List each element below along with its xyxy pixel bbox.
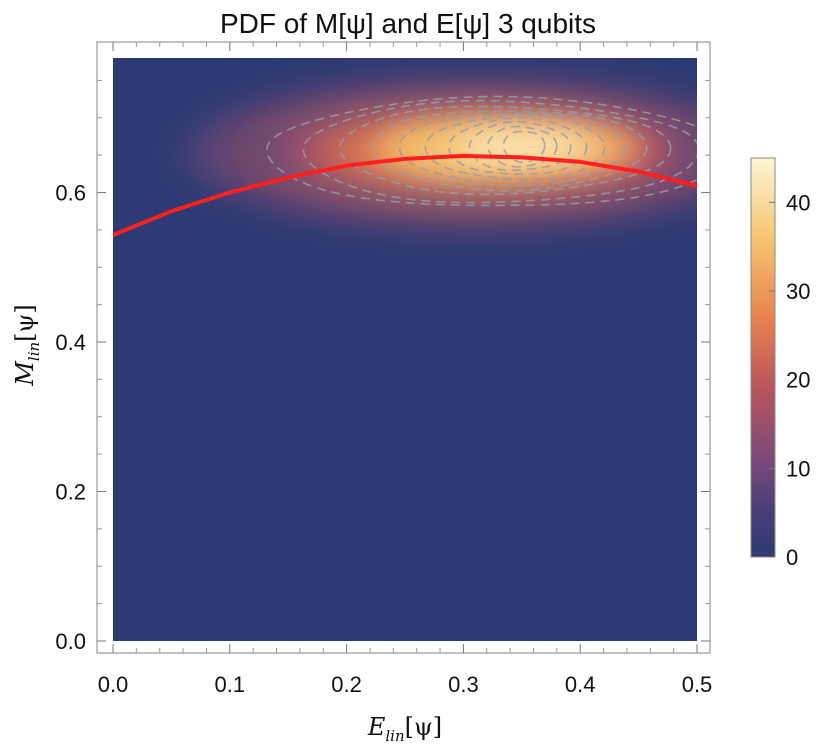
colorbar-tick-label: 0 — [786, 545, 798, 570]
x-axis-ticks: 0.0 0.1 0.2 0.3 0.4 0.5 — [98, 42, 713, 697]
y-tick-label: 0.2 — [55, 480, 86, 505]
contour-line — [369, 110, 648, 192]
density-layer — [113, 68, 697, 239]
contour-line — [265, 95, 697, 207]
contour-line — [302, 99, 697, 204]
y-axis-label: Mlin[ψ] — [11, 304, 43, 386]
y-axis-ticks: 0.0 0.2 0.4 0.6 — [55, 79, 710, 654]
chart-title: PDF of M[ψ] and E[ψ] 3 qubits — [220, 8, 596, 39]
x-tick-label: 0.3 — [448, 672, 479, 697]
y-tick-label: 0.6 — [55, 181, 86, 206]
x-axis-label: Elin[ψ] — [367, 713, 442, 745]
contour-line — [338, 105, 672, 196]
contour-line — [424, 114, 606, 181]
plot-frame — [96, 41, 711, 654]
colorbar-tick-label: 30 — [786, 279, 810, 304]
density-blobs — [156, 68, 697, 239]
contour-line — [447, 116, 588, 175]
y-tick-label: 0.4 — [55, 330, 86, 355]
x-tick-label: 0.5 — [682, 672, 713, 697]
x-tick-label: 0.1 — [215, 672, 246, 697]
colorbar-tick-label: 40 — [786, 190, 810, 215]
fit-curve — [113, 153, 697, 238]
x-tick-label: 0.2 — [331, 672, 362, 697]
colorbar — [750, 157, 776, 558]
colorbar-ticks: 0 10 20 30 40 — [769, 190, 810, 570]
y-tick-label: 0.0 — [55, 629, 86, 654]
density-peak — [456, 131, 597, 160]
contour-line — [468, 120, 572, 171]
density-contours — [265, 95, 697, 207]
x-tick-label: 0.4 — [565, 672, 596, 697]
colorbar-tick-label: 10 — [786, 456, 810, 481]
colorbar-tick-label: 20 — [786, 368, 810, 393]
x-tick-label: 0.0 — [98, 672, 129, 697]
contour-line — [398, 112, 626, 187]
